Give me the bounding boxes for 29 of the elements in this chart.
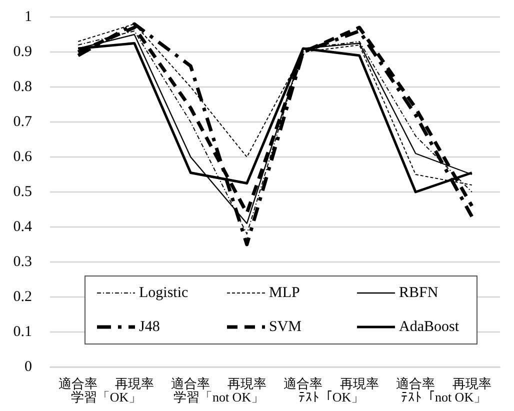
legend-label: SVM [269,319,302,335]
y-tick-label: 0.5 [13,184,32,200]
text: ﾃｽﾄ「OK」 [298,390,364,404]
x-tick-label: 再現率 [340,376,379,391]
text: 学習「OK」 [70,390,142,404]
y-tick-label: 0.2 [13,289,32,305]
y-tick-label: 0 [24,359,32,375]
legend-label: J48 [139,319,160,335]
x-tick-label: 再現率 [452,376,492,391]
y-tick-label: 0.9 [13,44,32,60]
legend-label: Logistic [139,285,188,301]
text: 学習「not OK」 [173,390,264,404]
x-tick-label: 適合率 [58,376,98,391]
x-tick-label: 適合率 [171,376,210,391]
y-tick-label: 0.6 [13,149,32,165]
text: ﾃｽﾄ「not OK」 [400,390,487,404]
y-tick-label: 0.1 [13,324,32,340]
x-tick-label: 再現率 [114,376,154,391]
y-tick-label: 1 [24,9,32,25]
x-tick-label: 再現率 [227,376,266,391]
y-tick-label: 0.7 [13,114,32,130]
x-tick-label: 適合率 [396,376,436,391]
legend-label: RBFN [399,285,438,301]
y-tick-label: 0.8 [13,79,32,95]
legend-label: AdaBoost [399,319,460,335]
y-tick-label: 0.3 [13,254,32,270]
x-tick-label: 適合率 [284,376,323,391]
y-tick-label: 0.4 [13,219,32,235]
legend-label: MLP [269,285,300,301]
